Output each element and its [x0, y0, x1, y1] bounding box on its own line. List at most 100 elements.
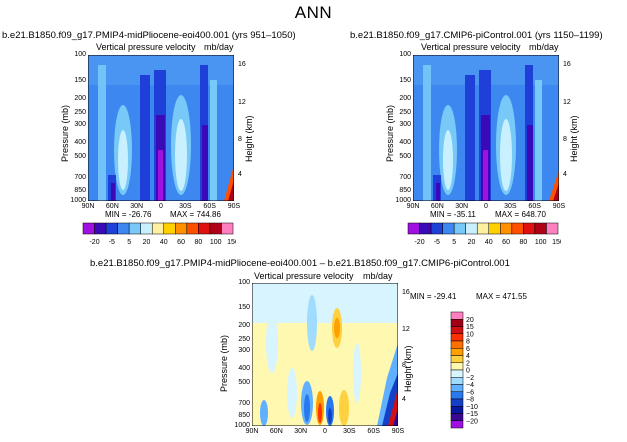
colorbar-swatch: [488, 222, 501, 235]
colorbar-swatch: [450, 420, 464, 429]
colorbar-label: 15: [466, 324, 474, 331]
colorbar-label: −2: [466, 375, 474, 382]
panel3-pressure-tick: 850: [238, 411, 250, 419]
colorbar-label: −8: [466, 397, 474, 404]
colorbar-swatch: [140, 222, 153, 235]
colorbar-label: 150: [227, 239, 236, 246]
panel1-lat-tick: 30S: [179, 203, 192, 210]
colorbar-swatch: [82, 222, 95, 235]
panel1-plot: [87, 54, 235, 206]
panel3-pressure-tick: 150: [238, 304, 250, 312]
panel1-min-label: MIN = -26.76: [105, 210, 152, 219]
panel2-pressure-tick: 500: [399, 153, 411, 161]
panel2-lat-tick: 0: [484, 203, 488, 210]
panel1-pressure-tick: 500: [74, 153, 86, 161]
panel1-pressure-tick: 300: [74, 120, 86, 128]
colorbar-label: -20: [89, 239, 99, 246]
colorbar-label: 5: [127, 239, 131, 246]
panel2-colorbar-svg: -20 -5 5 20 40 60 80 100 150: [407, 222, 564, 246]
panel1-height-tick: 8: [238, 135, 242, 143]
panel1-lat-tick: 90S: [227, 203, 241, 210]
panel3-colorbar: 20 15 10 8 6 4 2 0 −2 −4 −6 −8 −10 −15 −20: [449, 310, 489, 435]
colorbar-label: −4: [466, 382, 474, 389]
panel1-height-tick: 4: [238, 170, 242, 178]
panel1-pressure-tick: 100: [74, 51, 86, 58]
panel1-subtitle-variable: Vertical pressure velocity: [96, 42, 196, 52]
colorbar-swatch: [476, 222, 490, 235]
panel1-pressure-tick: 250: [74, 109, 86, 117]
panel1-pressure-tick: 200: [74, 94, 86, 102]
colorbar-label: -5: [434, 239, 440, 246]
colorbar-label: 60: [177, 239, 185, 246]
colorbar-swatch: [450, 348, 464, 356]
panel2-height-tick: 16: [563, 61, 571, 69]
panel3-lat-tick: 30N: [294, 428, 308, 435]
panel2-lat-tick: 90S: [552, 203, 566, 210]
colorbar-swatch: [450, 333, 464, 342]
panel3-pressure-tick: 1000: [234, 422, 250, 429]
colorbar-swatch: [450, 355, 464, 363]
colorbar-swatch: [450, 362, 464, 371]
panel2-pressure-tick: 100: [399, 51, 411, 58]
panel1-pressure-tick: 850: [74, 186, 86, 194]
panel2-subtitle-variable: Vertical pressure velocity: [421, 42, 521, 52]
colorbar-swatch: [442, 222, 455, 235]
colorbar-label: 100: [210, 239, 222, 246]
colorbar-swatch: [450, 384, 464, 392]
colorbar-label: 80: [194, 239, 202, 246]
panel1-title: b.e21.B1850.f09_g17.PMIP4-midPliocene-eo…: [2, 30, 296, 41]
panel3-pressure-tick: 400: [238, 365, 250, 373]
colorbar-swatch: [450, 377, 464, 385]
panel2-pressure-tick: 250: [399, 109, 411, 117]
panel3-lat-tick: 30S: [343, 428, 356, 435]
panel2-min-label: MIN = -35.11: [430, 210, 476, 219]
colorbar-swatch: [523, 222, 536, 235]
panel2-lat-tick: 60S: [528, 203, 541, 210]
panel3-lat-tick: 90S: [391, 428, 405, 435]
panel3-pressure-tick: 100: [238, 279, 250, 286]
panel2-title: b.e21.B1850.f09_g17.CMIP6-piControl.001 …: [350, 30, 603, 41]
panel2-right-axis-label: Height (km): [569, 115, 579, 162]
colorbar-swatch: [407, 222, 420, 235]
colorbar-swatch: [450, 398, 464, 407]
panel1-height-tick: 12: [238, 99, 246, 107]
colorbar-swatch: [450, 391, 464, 400]
colorbar-swatch: [163, 222, 176, 235]
panel3-pressure-tick: 200: [238, 322, 250, 330]
panel1-colorbar-svg: -20 -5 5 20 40 60 80 100 150: [82, 222, 239, 246]
panel3-plot: [251, 282, 399, 431]
panel1-lat-tick: 30N: [130, 203, 144, 210]
colorbar-label: 5: [452, 239, 456, 246]
colorbar-label: −10: [466, 404, 478, 411]
colorbar-swatch: [105, 222, 118, 235]
colorbar-label: −15: [466, 411, 478, 418]
colorbar-label: 100: [535, 239, 547, 246]
colorbar-swatch: [175, 222, 188, 235]
colorbar-swatch: [450, 413, 464, 421]
panel2-max-label: MAX = 648.70: [495, 210, 546, 219]
colorbar-label: 150: [552, 239, 561, 246]
colorbar-swatch: [209, 222, 222, 235]
panel1-lat-tick: 90N: [81, 203, 95, 210]
panel3-subtitle-variable: Vertical pressure velocity: [254, 271, 354, 281]
panel1-pressure-tick: 400: [74, 138, 86, 146]
panel3-pressure-tick: 700: [238, 399, 250, 407]
colorbar-swatch: [198, 222, 211, 235]
panel2-subtitle-units: mb/day: [529, 42, 559, 52]
colorbar-label: 20: [466, 317, 474, 324]
panel1-pressure-tick: 150: [74, 76, 86, 84]
panel2-height-tick: 4: [563, 170, 567, 178]
colorbar-label: 8: [466, 339, 470, 346]
panel2-pressure-tick: 200: [399, 94, 411, 102]
panel2-colorbar: -20 -5 5 20 40 60 80 100 150: [405, 222, 564, 251]
colorbar-swatch: [186, 222, 199, 235]
colorbar-label: -20: [414, 239, 424, 246]
colorbar-label: 4: [466, 353, 470, 360]
panel3-height-tick: 16: [402, 289, 410, 296]
panel1-lat-tick: 0: [159, 203, 163, 210]
panel2-contour-svg: [412, 54, 560, 202]
panel2-height-tick: 12: [563, 99, 571, 107]
colorbar-swatch: [546, 222, 559, 235]
colorbar-swatch: [94, 222, 107, 235]
